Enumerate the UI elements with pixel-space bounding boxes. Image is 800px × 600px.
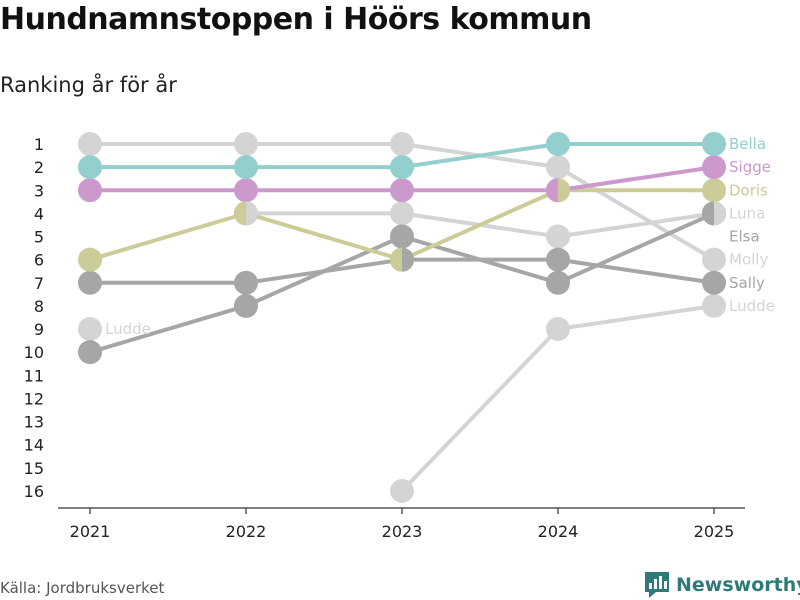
series-line-elsa [556, 211, 716, 285]
marker-sally [234, 270, 258, 295]
y-tick-label: 3 [34, 181, 44, 200]
marker-molly [234, 132, 258, 156]
y-tick-label: 15 [24, 459, 44, 478]
marker-luna [390, 201, 414, 226]
y-tick-label: 6 [34, 251, 44, 270]
marker-half-doris [234, 201, 246, 226]
series-end-label: Sally [729, 274, 765, 292]
y-tick-label: 7 [34, 274, 44, 293]
series-end-label: Luna [729, 204, 765, 222]
chart-subtitle: Ranking år för år [0, 73, 177, 97]
brand-logo: Newsworthy [644, 571, 800, 599]
y-tick-label: 4 [34, 204, 44, 223]
marker-sally [546, 247, 570, 272]
series-line-doris [244, 211, 404, 262]
series-lines [88, 142, 716, 493]
marker-elsa [546, 270, 570, 295]
y-tick-label: 14 [24, 436, 44, 455]
marker-ludde [546, 317, 570, 342]
x-tick-label: 2023 [382, 522, 423, 541]
x-tick-label: 2022 [226, 522, 267, 541]
marker-sally [78, 270, 102, 295]
series-line-doris [400, 188, 560, 262]
chart-title: Hundnamnstoppen i Höörs kommun [0, 2, 592, 37]
x-tick-label: 2024 [538, 522, 579, 541]
marker-ludde [78, 317, 102, 342]
series-end-label: Sigge [729, 158, 771, 176]
series-line-sigge [556, 165, 716, 193]
marker-half-elsa [702, 201, 714, 226]
marker-elsa [78, 340, 102, 365]
series-labels: Ludde Ludde Molly Luna Elsa Sally Doris Sigge Be… [105, 135, 775, 338]
marker-elsa [390, 224, 414, 249]
series-start-label: Ludde [105, 320, 151, 338]
y-tick-label: 5 [34, 228, 44, 247]
marker-bella [390, 155, 414, 180]
marker-sigge [702, 155, 726, 180]
series-line-doris [88, 211, 248, 262]
y-tick-label: 13 [24, 413, 44, 432]
marker-half-doris [558, 178, 570, 203]
marker-molly [78, 132, 102, 156]
series-end-label: Molly [729, 251, 768, 269]
series-line-luna [556, 211, 716, 239]
series-line-molly [556, 165, 716, 262]
y-tick-label: 8 [34, 297, 44, 316]
y-tick-label: 1 [34, 135, 44, 154]
marker-elsa [234, 293, 258, 318]
newsworthy-logo-icon [645, 572, 669, 598]
marker-sigge [78, 178, 102, 203]
marker-sigge [390, 178, 414, 203]
series-markers [78, 132, 726, 503]
series-line-ludde [556, 303, 716, 332]
y-tick-label: 11 [24, 366, 44, 385]
marker-bella [234, 155, 258, 180]
y-tick-label: 16 [24, 482, 44, 501]
series-end-label: Doris [729, 181, 768, 199]
marker-sigge [234, 178, 258, 203]
series-line-ludde [400, 327, 560, 493]
marker-bella [702, 132, 726, 156]
marker-ludde [390, 478, 414, 503]
y-tick-label: 2 [34, 158, 44, 177]
series-line-elsa [88, 303, 248, 355]
x-tick-label: 2021 [70, 522, 111, 541]
marker-half-luna [714, 201, 726, 226]
marker-half-sally [402, 247, 414, 272]
marker-luna [546, 224, 570, 249]
marker-doris [78, 247, 102, 272]
y-tick-label: 12 [24, 389, 44, 408]
series-end-label: Ludde [729, 297, 775, 315]
marker-half-doris [390, 247, 402, 272]
series-line-sally [556, 257, 716, 285]
y-tick-label: 10 [24, 343, 44, 362]
marker-doris [702, 178, 726, 203]
marker-molly [546, 155, 570, 180]
x-tick-label: 2025 [694, 522, 735, 541]
series-line-sally [244, 257, 404, 285]
marker-half-luna [246, 201, 258, 226]
series-end-label: Bella [729, 135, 766, 153]
marker-sally [702, 270, 726, 295]
source-note: Källa: Jordbruksverket [0, 579, 165, 597]
marker-molly [390, 132, 414, 156]
marker-half-sigge [546, 178, 558, 203]
series-line-bella [400, 142, 560, 170]
brand-name: Newsworthy [676, 574, 800, 596]
marker-bella [546, 132, 570, 156]
marker-bella [78, 155, 102, 180]
marker-molly [702, 247, 726, 272]
y-tick-label: 9 [34, 320, 44, 339]
series-end-label: Elsa [729, 228, 760, 246]
marker-ludde [702, 293, 726, 318]
